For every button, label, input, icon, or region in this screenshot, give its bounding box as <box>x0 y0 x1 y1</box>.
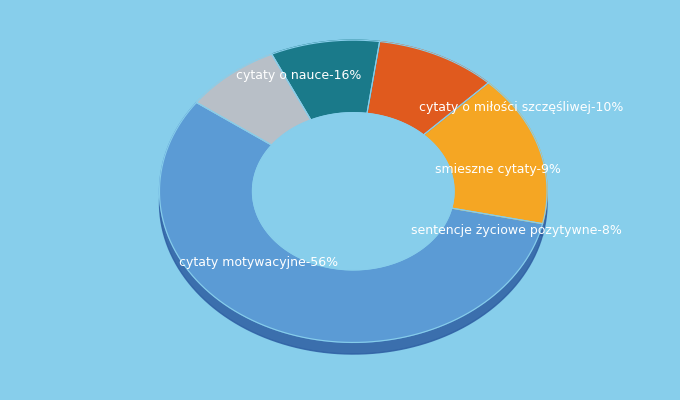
Polygon shape <box>252 113 454 270</box>
Text: cytaty o nauce-16%: cytaty o nauce-16% <box>237 68 362 82</box>
Polygon shape <box>367 53 488 146</box>
Polygon shape <box>424 83 547 224</box>
Polygon shape <box>271 52 379 132</box>
Polygon shape <box>271 40 379 120</box>
Text: cytaty o miłości szczęśliwej-10%: cytaty o miłości szczęśliwej-10% <box>419 102 624 114</box>
Polygon shape <box>367 42 488 135</box>
Text: cytaty motywacyjne-56%: cytaty motywacyjne-56% <box>179 256 338 270</box>
Polygon shape <box>160 114 543 354</box>
Text: sentencje życiowe pozytywne-8%: sentencje życiowe pozytywne-8% <box>411 224 622 236</box>
Polygon shape <box>197 66 311 157</box>
Polygon shape <box>197 54 311 145</box>
Polygon shape <box>160 102 543 342</box>
Polygon shape <box>424 94 547 235</box>
Text: smieszne cytaty-9%: smieszne cytaty-9% <box>435 164 560 176</box>
